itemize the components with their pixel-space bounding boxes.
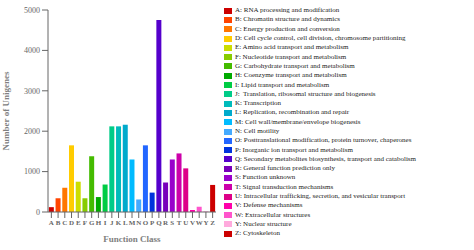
svg-text:N: N	[136, 219, 141, 227]
html-text:I: Lipid transport and metabol: I: Lipid transport and metabolism	[235, 80, 330, 89]
html-text:G: Carbohydrate transport and: G: Carbohydrate transport and metabolism	[235, 61, 355, 70]
svg-text:U: U	[183, 219, 188, 227]
html-text:U: Intracellular trafficking,: U: Intracellular trafficking, secretion,…	[235, 192, 406, 201]
svg-text:G: G	[89, 219, 95, 227]
svg-text:Y: Y	[203, 219, 208, 227]
svg-text:T: T	[177, 219, 182, 227]
html-text:O: Posttranslational modificat: O: Posttranslational modification, prote…	[235, 136, 412, 145]
svg-text:P: P	[150, 219, 155, 227]
svg-text:F: F	[83, 219, 87, 227]
svg-text:4000: 4000	[24, 46, 40, 55]
svg-text:B: B	[56, 219, 61, 227]
html-text:Q: Secondary metabolites biosy: Q: Secondary metabolites biosynthesis, t…	[235, 154, 416, 163]
svg-text:Number of Unigenes: Number of Unigenes	[8, 71, 11, 150]
svg-text:L: L	[123, 219, 128, 227]
html-text:K: Transcription: K: Transcription	[235, 99, 282, 108]
svg-text:A: A	[49, 219, 54, 227]
html-text:F: Nucleotide transport and me: F: Nucleotide transport and metabolism	[235, 52, 347, 61]
html-text:L: Replication, recombination: L: Replication, recombination and repair	[235, 108, 350, 117]
svg-text:Z: Z	[210, 219, 215, 227]
html-text:C: Energy production and conve: C: Energy production and conversion	[235, 24, 340, 33]
html-text:V: Defense mechanisms: V: Defense mechanisms	[235, 201, 303, 210]
svg-text:Function Class: Function Class	[103, 234, 161, 244]
svg-text:O: O	[143, 219, 149, 227]
html-text:Z: Cytoskeleton: Z: Cytoskeleton	[235, 229, 280, 238]
html-text:A: RNA processing and modifica: A: RNA processing and modification	[235, 6, 340, 15]
svg-text:H: H	[96, 219, 102, 227]
html-text:W: Extracellular structures: W: Extracellular structures	[235, 210, 311, 219]
html-text:B: Chromatin structure and dyn: B: Chromatin structure and dynamics	[235, 15, 340, 24]
svg-text:D: D	[69, 219, 74, 227]
html-text:P: Inorganic ion transport and: P: Inorganic ion transport and metabolis…	[235, 145, 353, 154]
svg-text:W: W	[196, 219, 203, 227]
html-text:J: Translation, ribosomal stru: J: Translation, ribosomal structure and …	[235, 89, 376, 98]
html-text:D: Cell cycle control, cell di: D: Cell cycle control, cell division, ch…	[235, 34, 406, 42]
svg-text:V: V	[190, 219, 195, 227]
svg-text:C: C	[62, 219, 67, 227]
svg-text:5000: 5000	[24, 6, 40, 15]
svg-text:E: E	[76, 219, 81, 227]
svg-text:3000: 3000	[24, 87, 40, 96]
html-text:S: Function unknown: S: Function unknown	[235, 173, 296, 182]
svg-text:J: J	[110, 219, 114, 227]
html-text:R: General function prediction: R: General function prediction only	[235, 164, 335, 173]
svg-text:2000: 2000	[24, 127, 40, 136]
html-text:N: Cell motility: N: Cell motility	[235, 127, 280, 135]
html-text:M: Cell wall/membrane/envelope: M: Cell wall/membrane/envelope biogenesi…	[235, 117, 361, 126]
svg-text:Q: Q	[156, 219, 162, 227]
svg-text:R: R	[163, 219, 169, 227]
svg-text:M: M	[129, 219, 136, 227]
svg-text:I: I	[104, 219, 107, 227]
html-text:T: Signal transduction mechani: T: Signal transduction mechanisms	[235, 182, 334, 191]
svg-text:S: S	[170, 219, 174, 227]
svg-text:K: K	[116, 219, 122, 227]
html-text:H: Coenzyme transport and meta: H: Coenzyme transport and metabolism	[235, 71, 347, 80]
svg-text:0: 0	[36, 208, 40, 217]
html-text:Y: Nuclear structure: Y: Nuclear structure	[235, 220, 292, 228]
html-text:E: Amino acid transport and me: E: Amino acid transport and metabolism	[235, 43, 349, 52]
svg-text:1000: 1000	[24, 167, 40, 176]
